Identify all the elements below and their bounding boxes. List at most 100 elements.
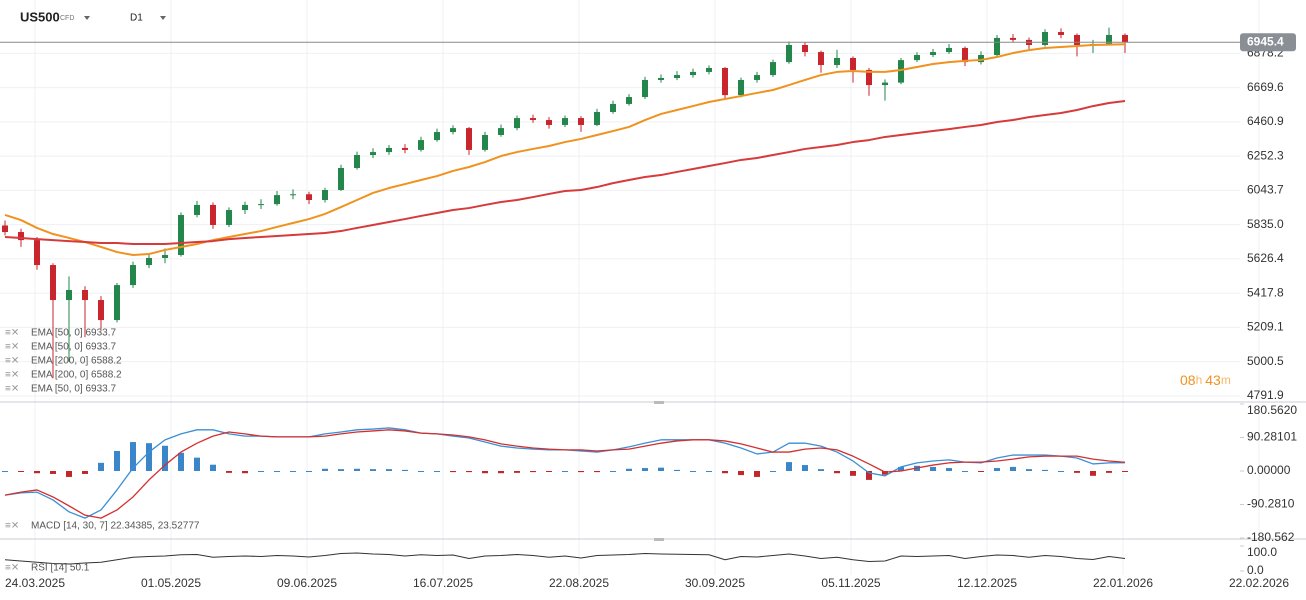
x-tick-label: 30.09.2025: [685, 576, 745, 590]
histogram-bar: [306, 471, 312, 472]
candle-body: [962, 47, 968, 63]
x-tick-label: 09.06.2025: [277, 576, 337, 590]
candle-body: [322, 189, 328, 201]
legend-entry[interactable]: EMA [200, 0] 6588.2: [31, 356, 122, 367]
y-tick-label: -180.562: [1247, 530, 1295, 544]
x-tick-label: 01.05.2025: [141, 576, 201, 590]
histogram-bar: [370, 469, 376, 471]
panel-handle[interactable]: [654, 538, 664, 541]
candle-body: [274, 195, 280, 205]
histogram-bar: [1090, 471, 1096, 476]
histogram-bar: [834, 471, 840, 474]
symbol[interactable]: US500: [20, 9, 60, 24]
candle-body: [98, 300, 104, 321]
histogram-bar: [770, 471, 776, 472]
candle-body: [946, 47, 952, 53]
histogram-bar: [546, 471, 552, 472]
x-tick-label: 22.01.2026: [1093, 576, 1153, 590]
candle-body: [882, 82, 888, 86]
candle-body: [898, 60, 904, 83]
histogram-bar: [882, 471, 888, 475]
legend-entry[interactable]: EMA [50, 0] 6933.7: [31, 342, 116, 353]
candle-body: [594, 111, 600, 125]
candle-body: [578, 118, 584, 125]
histogram-bar: [1074, 471, 1080, 473]
candle-body: [210, 204, 216, 225]
header: US500 CFD D1: [20, 9, 166, 24]
candle-body: [994, 37, 1000, 56]
countdown-hours: 08: [1180, 372, 1196, 388]
histogram-bar: [610, 471, 616, 472]
candle-body: [434, 132, 440, 141]
candle-body: [482, 134, 488, 150]
histogram-bar: [514, 471, 520, 473]
y-tick-label: 100.0: [1247, 545, 1277, 559]
legend-entry[interactable]: EMA [200, 0] 6588.2: [31, 370, 122, 381]
candle-body: [258, 204, 264, 206]
histogram-bar: [258, 471, 264, 472]
candle-body: [354, 155, 360, 168]
candle-body: [674, 75, 680, 79]
x-tick-label: 16.07.2025: [413, 576, 473, 590]
histogram-bar: [594, 471, 600, 473]
macd-line: [4, 429, 1126, 519]
histogram-bar: [82, 471, 88, 474]
y-tick-label: 4791.9: [1247, 388, 1284, 402]
histogram-bar: [786, 462, 792, 471]
candle-body: [562, 118, 568, 125]
histogram-bar: [946, 468, 952, 471]
candle-body: [194, 204, 200, 215]
candle-body: [978, 55, 984, 63]
legend-icon: ≡✕: [5, 356, 19, 367]
candle-body: [466, 128, 472, 150]
legend-entry[interactable]: RSI [14] 50.1: [31, 563, 90, 574]
histogram-bar: [146, 443, 152, 471]
histogram-bar: [1122, 471, 1128, 472]
last-price-label: 6945.4: [1247, 34, 1284, 48]
candle-body: [1010, 37, 1016, 40]
histogram-bar: [1010, 466, 1016, 471]
legend-entry[interactable]: MACD [14, 30, 7] 22.34385, 23.52777: [31, 521, 200, 532]
histogram-bar: [850, 471, 856, 476]
histogram-bar: [274, 471, 280, 472]
histogram-bar: [418, 471, 424, 472]
timeframe[interactable]: D1: [130, 13, 143, 24]
histogram-bar: [690, 471, 696, 472]
x-tick-label: 12.12.2025: [957, 576, 1017, 590]
y-tick-label: 6460.9: [1247, 114, 1284, 128]
candle-body: [914, 55, 920, 61]
candle-body: [242, 204, 248, 211]
dropdown-arrow[interactable]: [160, 16, 166, 20]
panel-handle[interactable]: [654, 401, 664, 404]
histogram-bar: [674, 469, 680, 471]
histogram-bar: [98, 462, 104, 471]
y-tick-label: 5417.8: [1247, 285, 1284, 299]
histogram-bar: [738, 471, 744, 476]
grid-layer: [0, 0, 1260, 575]
histogram-bar: [482, 471, 488, 474]
dropdown-arrow[interactable]: [84, 16, 90, 20]
candle-body: [706, 67, 712, 72]
candle-body: [418, 140, 424, 150]
histogram-bar: [50, 471, 56, 474]
ema-line: [4, 43, 1126, 257]
histogram-bar: [1058, 471, 1064, 472]
candle-body: [402, 147, 408, 150]
x-tick-label: 05.11.2025: [821, 576, 880, 590]
histogram-bar: [562, 471, 568, 472]
histogram-bar: [1026, 469, 1032, 471]
legend-entry[interactable]: EMA [50, 0] 6933.7: [31, 328, 116, 339]
candle-body: [82, 290, 88, 301]
histogram-bar: [626, 468, 632, 471]
histogram-bar: [498, 471, 504, 474]
y-tick-label: 5835.0: [1247, 217, 1284, 231]
candle-body: [690, 71, 696, 76]
histogram-bar: [322, 468, 328, 471]
candle-body: [626, 97, 632, 104]
candle-body: [754, 75, 760, 80]
y-tick-label: 6043.7: [1247, 183, 1284, 197]
legend-entry[interactable]: EMA [50, 0] 6933.7: [31, 384, 116, 395]
histogram-bar: [1106, 471, 1112, 473]
histogram-bar: [722, 471, 728, 474]
